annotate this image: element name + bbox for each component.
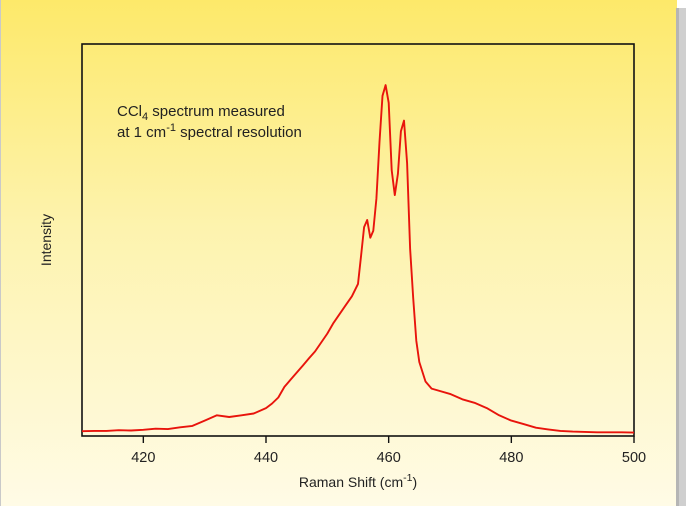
x-tick-label-420: 420 — [131, 450, 155, 466]
annotation-line-2: at 1 cm-1 spectral resolution — [117, 122, 302, 141]
x-tick-label-480: 480 — [499, 450, 523, 466]
x-axis-ticks — [142, 436, 635, 443]
x-tick-label-440: 440 — [254, 450, 278, 466]
plot-area-frame — [81, 43, 635, 437]
annotation-line-1: CCl4 spectrum measured — [117, 103, 285, 123]
x-tick-label-460: 460 — [377, 450, 401, 466]
panel-shadow-edge — [676, 8, 679, 506]
x-axis-tick-labels: 420 440 460 480 500 — [131, 450, 646, 466]
panel-shadow — [676, 8, 686, 506]
spectrum-series-line — [81, 84, 635, 434]
x-axis-title: Raman Shift (cm-1) — [299, 472, 417, 490]
y-axis-title: Intensity — [38, 214, 54, 266]
x-tick-label-500: 500 — [622, 450, 646, 466]
